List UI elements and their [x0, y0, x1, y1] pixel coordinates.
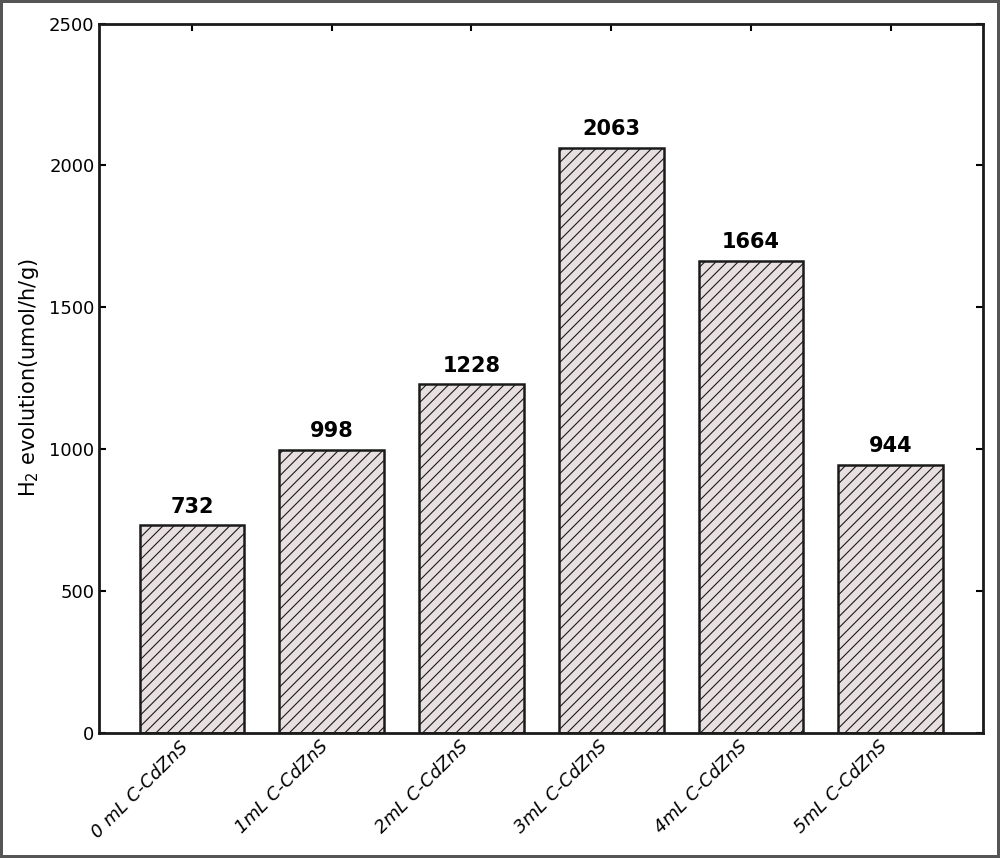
Text: 998: 998	[310, 421, 354, 441]
Bar	[140, 525, 244, 733]
Bar	[838, 465, 943, 733]
Text: 2063: 2063	[582, 119, 640, 139]
Bar	[559, 148, 664, 733]
Text: 1228: 1228	[442, 356, 500, 376]
Bar	[279, 450, 384, 733]
Y-axis label: H$_2$ evolution(umol/h/g): H$_2$ evolution(umol/h/g)	[17, 259, 41, 498]
Text: 732: 732	[170, 497, 214, 517]
Bar	[419, 384, 524, 733]
Text: 1664: 1664	[722, 233, 780, 252]
Text: 944: 944	[869, 437, 913, 456]
Bar	[699, 261, 803, 733]
